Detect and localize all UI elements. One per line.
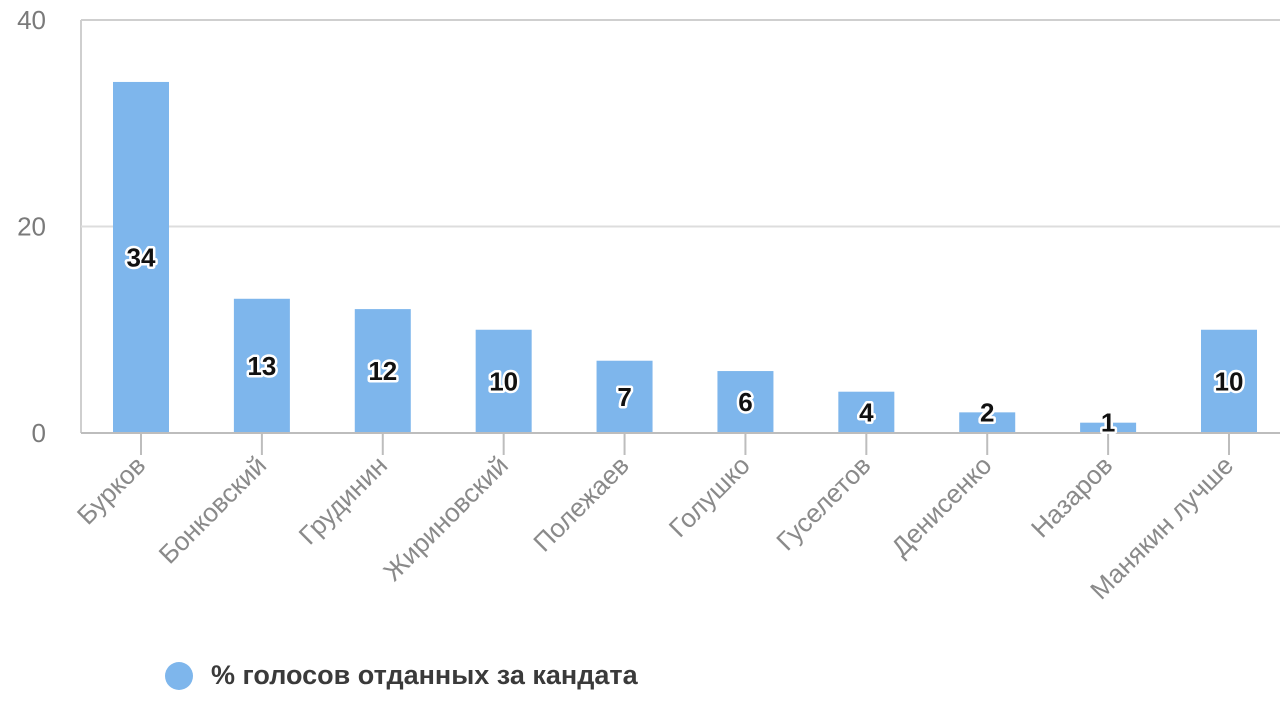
data-label: 2 (980, 397, 994, 427)
data-label: 13 (247, 351, 276, 381)
data-label: 4 (859, 397, 874, 427)
legend[interactable]: % голосов отданных за кандата (165, 660, 638, 691)
bar (1080, 422, 1137, 433)
category-label: Бонковский (153, 450, 272, 569)
bar (838, 391, 895, 433)
category-label: Денисенко (885, 450, 997, 562)
category-label: Жириновский (377, 450, 514, 587)
bar (959, 412, 1016, 433)
category-label: Полежаев (527, 450, 635, 558)
y-tick-label: 20 (17, 212, 46, 242)
bar (475, 329, 532, 433)
bar (1201, 329, 1257, 433)
data-label: 10 (489, 366, 518, 396)
bar (596, 360, 653, 433)
data-label: 6 (738, 387, 752, 417)
category-label: Голушко (663, 450, 756, 543)
bar (717, 371, 774, 433)
category-label: Грудинин (293, 450, 393, 550)
bar (233, 298, 290, 433)
category-label: Назаров (1025, 450, 1118, 543)
category-label: Бурков (71, 450, 151, 530)
bar (354, 309, 411, 433)
y-tick-label: 40 (17, 5, 46, 35)
data-label: 10 (1215, 366, 1244, 396)
data-label: 34 (127, 242, 156, 272)
bar (113, 81, 169, 433)
data-label: 1 (1101, 408, 1115, 438)
legend-swatch (165, 661, 193, 690)
data-label: 12 (368, 356, 397, 386)
data-label: 7 (617, 382, 631, 412)
legend-label: % голосов отданных за кандата (211, 660, 638, 690)
y-tick-label: 0 (32, 418, 46, 448)
category-label: Гуселетов (770, 450, 876, 556)
